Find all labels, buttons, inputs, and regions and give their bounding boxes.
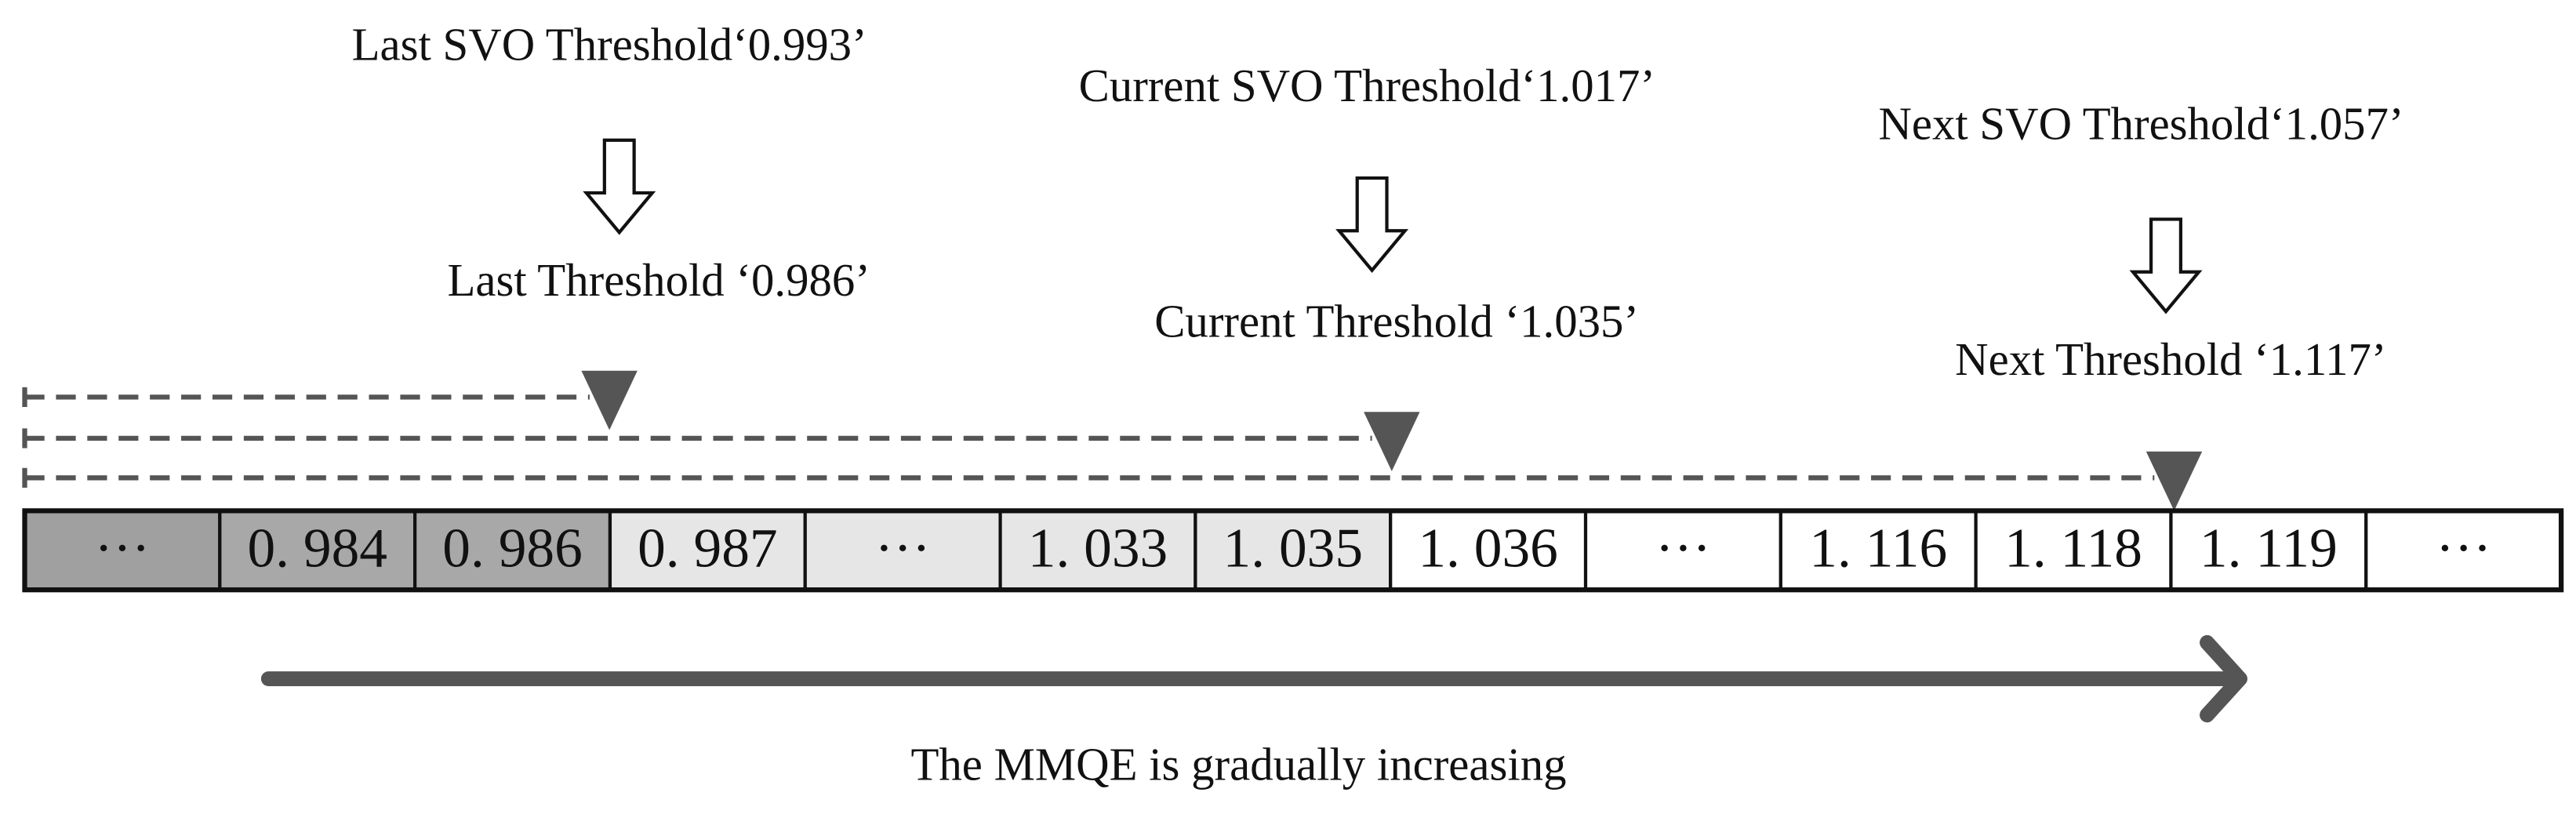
threshold-marker [1364,412,1420,471]
threshold-label: Last Threshold ‘0.986’ [447,255,870,306]
hollow-arrow [583,138,656,235]
svo-threshold-label: Next SVO Threshold‘1.057’ [1878,99,2403,150]
cell-value: 0. 986 [442,517,583,579]
threshold-marker [581,370,638,431]
cell-value: 1. 033 [1028,517,1168,579]
progress-arrow-head [2200,634,2247,723]
cell-strip-border [22,508,2564,593]
cell-value: 1. 035 [1223,517,1364,579]
content: Last SVO Threshold‘0.993’ Last Threshold … [22,20,2564,790]
cell-value: ··· [2436,517,2491,579]
cell-value: 1. 036 [1418,517,1558,579]
svo-threshold-label: Current SVO Threshold‘1.017’ [1079,60,1655,111]
cell-value: ··· [94,517,150,579]
cell-value: 0. 987 [638,517,778,579]
threshold-marker [2145,451,2203,511]
cell-value: ··· [874,517,930,579]
cell-value: 0. 984 [247,517,387,579]
cell [1778,509,1978,592]
svo-threshold-label: Last SVO Threshold‘0.993’ [352,20,867,71]
cell-value: 1. 119 [2200,517,2338,579]
cell [2169,509,2368,592]
hollow-arrow [1335,176,1409,273]
cell [1583,509,1782,592]
cell-value: 1. 116 [1809,517,1947,579]
threshold-label: Current Threshold ‘1.035’ [1154,296,1639,347]
hollow-arrow [2129,217,2203,314]
cell-value: 1. 118 [2004,517,2142,579]
caption: The MMQE is gradually increasing [910,740,1566,790]
cell-value: ··· [1655,517,1711,579]
threshold-label: Next Threshold ‘1.117’ [1955,334,2386,385]
cell [1389,509,1588,592]
